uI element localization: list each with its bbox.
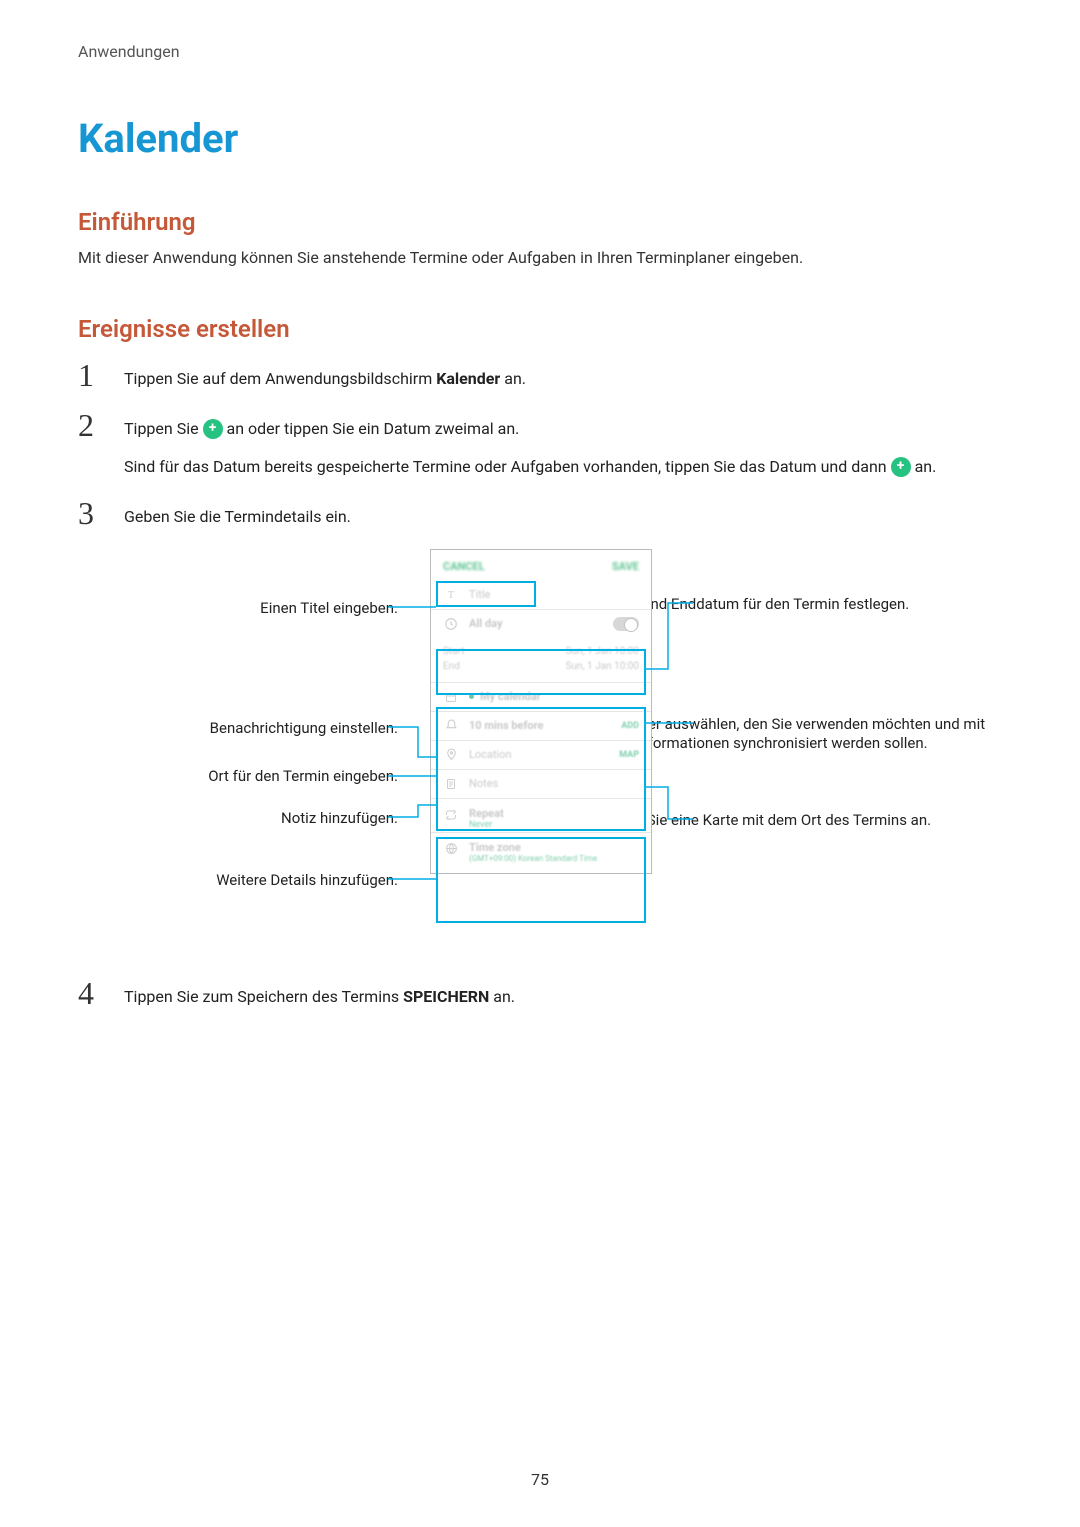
callout-map: Fügen Sie eine Karte mit dem Ort des Ter… bbox=[602, 811, 1002, 830]
note-icon bbox=[443, 776, 459, 792]
callout-more: Weitere Details hinzufügen. bbox=[78, 871, 398, 890]
phone-timezone-sub: (GMT+09:00) Korean Standard Time bbox=[469, 854, 597, 863]
step-3: 3 Geben Sie die Termindetails ein. bbox=[78, 497, 1002, 529]
phone-cancel: CANCEL bbox=[443, 560, 485, 573]
pin-icon bbox=[443, 747, 459, 763]
step-4: 4 Tippen Sie zum Speichern des Termins S… bbox=[78, 977, 1002, 1009]
reminder-add: ADD bbox=[621, 721, 639, 731]
callout-note: Notiz hinzufügen. bbox=[78, 809, 398, 828]
phone-repeat: Repeat bbox=[469, 807, 504, 820]
phone-mock: CANCEL SAVE T Title All day bbox=[430, 549, 652, 874]
page-number: 75 bbox=[0, 1470, 1080, 1489]
step-number: 4 bbox=[78, 977, 106, 1009]
step-1-post: an. bbox=[500, 369, 526, 388]
step-1: 1 Tippen Sie auf dem Anwendungsbildschir… bbox=[78, 359, 1002, 391]
start-value: Sun, 1 Jan 10:00 bbox=[566, 646, 639, 657]
allday-toggle bbox=[613, 617, 639, 631]
intro-text: Mit dieser Anwendung können Sie anstehen… bbox=[78, 248, 1002, 269]
step-number: 1 bbox=[78, 359, 106, 391]
plus-icon: + bbox=[891, 457, 911, 477]
phone-timezone: Time zone bbox=[469, 841, 597, 854]
step-1-bold: Kalender bbox=[436, 369, 500, 388]
page-title: Kalender bbox=[78, 115, 1002, 162]
callout-location: Ort für den Termin eingeben. bbox=[78, 767, 398, 786]
phone-location: Location bbox=[469, 748, 512, 761]
step-2-line1-post: an oder tippen Sie ein Datum zweimal an. bbox=[227, 419, 520, 438]
step-4-bold: SPEICHERN bbox=[403, 987, 489, 1006]
step-4-pre: Tippen Sie zum Speichern des Termins bbox=[124, 987, 403, 1006]
breadcrumb: Anwendungen bbox=[78, 42, 1002, 61]
clock-icon bbox=[443, 616, 459, 632]
phone-repeat-sub: Never bbox=[469, 820, 504, 830]
bell-icon bbox=[443, 718, 459, 734]
callout-title: Einen Titel eingeben. bbox=[78, 599, 398, 618]
end-value: Sun, 1 Jan 10:00 bbox=[566, 661, 639, 672]
callout-dates: Start- und Enddatum für den Termin festl… bbox=[602, 595, 1002, 614]
phone-allday: All day bbox=[469, 617, 502, 630]
section-intro-heading: Einführung bbox=[78, 208, 1002, 236]
plus-icon: + bbox=[203, 419, 223, 439]
phone-reminder: 10 mins before bbox=[469, 719, 544, 732]
step-3-text: Geben Sie die Termindetails ein. bbox=[124, 497, 1002, 529]
step-1-pre: Tippen Sie auf dem Anwendungsbildschirm bbox=[124, 369, 436, 388]
step-number: 3 bbox=[78, 497, 106, 529]
step-2-line2-pre: Sind für das Datum bereits gespeicherte … bbox=[124, 457, 891, 476]
step-2-line2-post: an. bbox=[915, 457, 937, 476]
end-label: End bbox=[443, 661, 460, 672]
step-2-line1-pre: Tippen Sie bbox=[124, 419, 203, 438]
title-icon: T bbox=[443, 587, 459, 603]
step-2: 2 Tippen Sie + an oder tippen Sie ein Da… bbox=[78, 409, 1002, 479]
step-4-post: an. bbox=[489, 987, 515, 1006]
callout-calendar: Kalender auswählen, den Sie verwenden mö… bbox=[602, 715, 1002, 753]
phone-title-placeholder: Title bbox=[469, 588, 490, 601]
start-label: Start bbox=[443, 646, 465, 657]
event-editor-diagram: Einen Titel eingeben. Benachrichtigung e… bbox=[78, 549, 1002, 949]
section-create-heading: Ereignisse erstellen bbox=[78, 315, 1002, 343]
phone-save: SAVE bbox=[612, 560, 639, 573]
repeat-icon bbox=[443, 807, 459, 823]
globe-icon bbox=[443, 841, 459, 857]
phone-notes: Notes bbox=[469, 777, 498, 790]
phone-calendar: My calendar bbox=[480, 690, 541, 703]
location-map: MAP bbox=[619, 750, 639, 760]
calendar-select-icon bbox=[443, 689, 459, 705]
callout-notification: Benachrichtigung einstellen. bbox=[78, 719, 398, 738]
step-number: 2 bbox=[78, 409, 106, 441]
